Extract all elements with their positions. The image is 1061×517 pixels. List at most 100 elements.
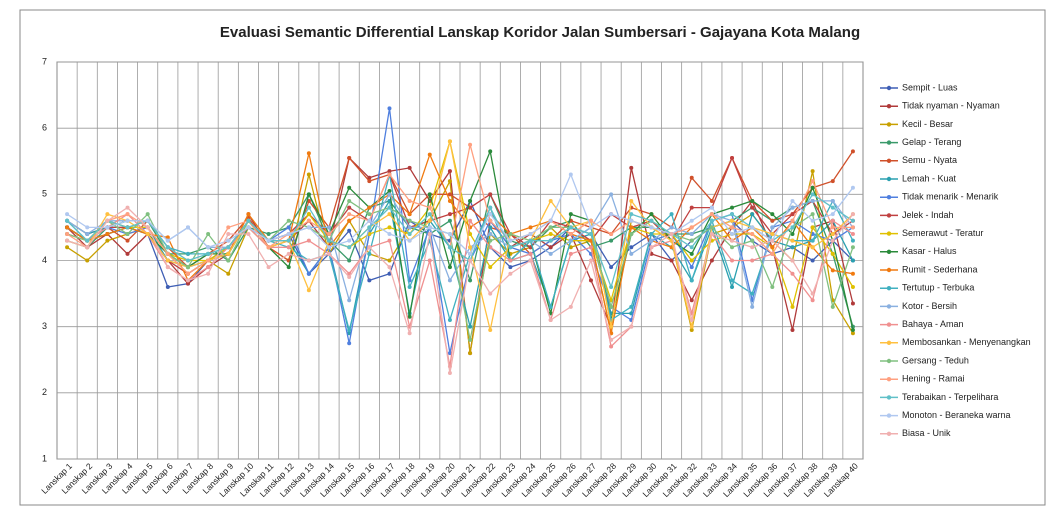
- data-point: [830, 212, 835, 217]
- data-point: [407, 238, 412, 243]
- data-point: [407, 165, 412, 170]
- data-point: [528, 258, 533, 263]
- data-point: [65, 225, 70, 230]
- data-point: [568, 225, 573, 230]
- data-point: [730, 284, 735, 289]
- data-point: [85, 225, 90, 230]
- data-point: [830, 238, 835, 243]
- data-point: [206, 265, 211, 270]
- legend-marker: [886, 286, 892, 291]
- data-point: [689, 238, 694, 243]
- data-point: [226, 258, 231, 263]
- data-point: [447, 198, 452, 203]
- data-point: [689, 245, 694, 250]
- data-point: [790, 245, 795, 250]
- data-point: [689, 324, 694, 329]
- data-point: [689, 251, 694, 256]
- data-point: [488, 149, 493, 154]
- data-point: [165, 238, 170, 243]
- data-point: [669, 212, 674, 217]
- data-point: [165, 284, 170, 289]
- data-point: [850, 301, 855, 306]
- data-point: [286, 225, 291, 230]
- data-point: [65, 212, 70, 217]
- data-point: [427, 212, 432, 217]
- data-point: [730, 218, 735, 223]
- legend-marker: [886, 267, 892, 273]
- data-point: [427, 225, 432, 230]
- data-point: [105, 212, 110, 217]
- data-point: [306, 192, 311, 197]
- legend-label: Kotor - Bersih: [902, 301, 957, 311]
- data-point: [226, 238, 231, 243]
- y-tick-label: 3: [42, 321, 47, 331]
- data-point: [830, 304, 835, 309]
- data-point: [226, 245, 231, 250]
- data-point: [306, 172, 311, 177]
- data-point: [347, 212, 352, 217]
- data-point: [669, 258, 674, 263]
- legend-label: Kasar - Halus: [902, 246, 957, 256]
- data-point: [327, 225, 332, 230]
- data-point: [367, 218, 372, 223]
- data-point: [689, 232, 694, 237]
- legend-label: Membosankan - Menyenangkan: [902, 337, 1031, 347]
- data-point: [810, 258, 815, 263]
- data-point: [447, 232, 452, 237]
- data-point: [145, 232, 150, 237]
- legend-label: Tidak nyaman - Nyaman: [902, 101, 1000, 111]
- legend-label: Biasa - Unik: [902, 428, 951, 438]
- data-point: [689, 225, 694, 230]
- data-point: [347, 185, 352, 190]
- data-point: [105, 238, 110, 243]
- data-point: [850, 245, 855, 250]
- data-point: [810, 238, 815, 243]
- data-point: [226, 251, 231, 256]
- series-line: [66, 193, 854, 290]
- data-point: [770, 245, 775, 250]
- data-point: [347, 198, 352, 203]
- data-point: [246, 212, 251, 217]
- data-point: [850, 212, 855, 217]
- data-point: [185, 281, 190, 286]
- legend-label: Monoton - Beraneka warna: [902, 410, 1011, 420]
- data-point: [790, 271, 795, 276]
- data-point: [447, 218, 452, 223]
- data-point: [830, 225, 835, 230]
- data-point: [65, 218, 70, 223]
- data-point: [730, 238, 735, 243]
- legend-label: Semerawut - Teratur: [902, 228, 983, 238]
- data-point: [327, 238, 332, 243]
- data-point: [588, 232, 593, 237]
- data-point: [689, 175, 694, 180]
- data-point: [528, 251, 533, 256]
- data-point: [85, 238, 90, 243]
- data-point: [125, 251, 130, 256]
- data-point: [830, 205, 835, 210]
- data-point: [629, 324, 634, 329]
- data-point: [790, 205, 795, 210]
- data-point: [689, 298, 694, 303]
- series-line: [66, 213, 854, 367]
- data-point: [367, 175, 372, 180]
- data-point: [568, 304, 573, 309]
- data-point: [850, 327, 855, 332]
- data-point: [367, 251, 372, 256]
- series-line: [66, 172, 854, 255]
- data-point: [629, 245, 634, 250]
- data-point: [85, 258, 90, 263]
- data-point: [790, 212, 795, 217]
- data-point: [790, 218, 795, 223]
- data-point: [609, 192, 614, 197]
- data-point: [185, 225, 190, 230]
- data-point: [206, 258, 211, 263]
- data-point: [387, 189, 392, 194]
- data-point: [306, 258, 311, 263]
- legend-marker: [886, 158, 892, 163]
- data-point: [246, 225, 251, 230]
- data-point: [790, 198, 795, 203]
- data-point: [306, 238, 311, 243]
- data-point: [750, 238, 755, 243]
- data-point: [548, 198, 553, 203]
- data-point: [105, 225, 110, 230]
